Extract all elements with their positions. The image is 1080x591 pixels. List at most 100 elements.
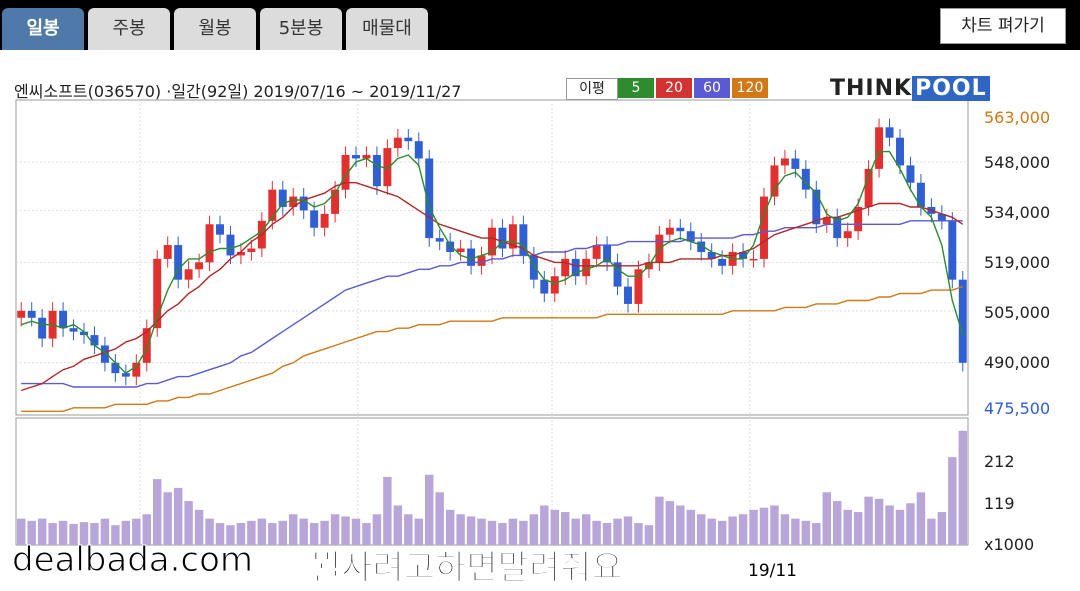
volume-bar — [330, 514, 340, 545]
volume-bar — [864, 496, 873, 545]
candle-body — [80, 331, 88, 336]
volume-bar — [958, 430, 967, 545]
volume-bar — [833, 501, 842, 545]
x-label-0: 19/11 — [748, 561, 797, 581]
candle-body — [205, 224, 214, 263]
volume-bar — [268, 523, 277, 545]
tab-5min[interactable]: 5분봉 — [260, 8, 342, 50]
volume-bar — [466, 516, 476, 545]
tab-monthly[interactable]: 월봉 — [174, 8, 256, 50]
volume-bar — [602, 523, 612, 545]
candle-body — [121, 373, 130, 377]
candle-body — [801, 168, 810, 190]
volume-bar — [707, 518, 716, 545]
volume-bar — [822, 492, 831, 545]
candle-body — [38, 317, 47, 339]
volume-bar — [309, 523, 319, 545]
candle-body — [100, 345, 109, 363]
candle-body — [236, 251, 245, 256]
volume-bar — [456, 514, 465, 545]
candle-body — [896, 137, 904, 166]
volume-bar — [937, 512, 947, 545]
volume-bar — [791, 518, 800, 545]
candle-body — [226, 234, 235, 256]
volume-bar — [885, 505, 894, 545]
candle-body — [613, 262, 622, 287]
volume-bar — [843, 509, 852, 545]
volume-bar — [916, 492, 926, 545]
spread-chart-button[interactable]: 차트 펴가기 — [940, 8, 1066, 44]
volume-bar — [853, 512, 863, 545]
candle-body — [707, 251, 716, 259]
volume-bar — [58, 520, 68, 545]
volume-bar — [48, 523, 57, 545]
volume-bar — [351, 518, 361, 545]
volume-bar — [728, 516, 737, 545]
volume-bar — [121, 520, 131, 545]
candle-body — [90, 335, 99, 346]
price-tick-3: 519,000 — [984, 253, 1051, 272]
candle-body — [352, 155, 360, 159]
volume-bar — [445, 509, 455, 545]
volume-bar — [717, 520, 727, 545]
candle-body — [153, 258, 162, 329]
candle-body — [341, 155, 350, 190]
tab-volume-profile[interactable]: 매물대 — [346, 8, 428, 50]
volume-bar — [414, 518, 423, 545]
volume-bar — [226, 525, 235, 545]
candle-body — [780, 158, 789, 166]
volume-bar — [289, 514, 298, 545]
volume-bar — [749, 509, 758, 545]
volume-bar — [393, 505, 403, 545]
tab-daily[interactable]: 일봉 — [2, 8, 84, 50]
volume-bar — [927, 518, 936, 545]
candle-body — [665, 227, 674, 235]
volume-bar — [592, 520, 601, 545]
volume-bar — [236, 523, 246, 545]
candle-body — [822, 217, 831, 225]
volume-bar — [874, 498, 884, 545]
candle-body — [508, 224, 517, 249]
volume-bar — [184, 501, 193, 545]
volume-bar — [655, 496, 664, 545]
volume-bar — [132, 518, 141, 545]
candle-body — [174, 245, 183, 280]
candle-body — [948, 220, 957, 280]
watermark: dealbada.com — [11, 540, 254, 581]
candle-body — [864, 168, 873, 207]
candle-body — [571, 258, 580, 277]
thinkpool-logo: THINK POOL — [830, 76, 990, 101]
volume-bar — [801, 520, 811, 545]
volume-bar — [634, 523, 643, 545]
volume-bar — [906, 503, 915, 545]
candle-body — [686, 231, 695, 242]
candle-body — [718, 258, 727, 266]
candle-body — [529, 255, 538, 280]
caption: 뭘사려고하면말려줘요 — [310, 548, 624, 589]
candle-body — [592, 245, 601, 259]
candle-body — [184, 269, 193, 280]
volume-bar — [278, 520, 287, 545]
volume-bar — [320, 520, 329, 545]
candle-body — [885, 127, 894, 138]
candle-body — [916, 182, 925, 207]
candle-body — [425, 158, 434, 239]
ma-legend-60: 60 — [694, 78, 730, 98]
candle-body — [69, 328, 78, 332]
volume-bar — [770, 505, 779, 545]
candle-body — [446, 241, 455, 252]
ma60-line — [21, 220, 963, 388]
ma-legend-label: 이평 — [566, 78, 618, 100]
volume-bar — [895, 509, 905, 545]
tab-weekly[interactable]: 주봉 — [88, 8, 170, 50]
candle-body — [739, 251, 748, 259]
candle-body — [634, 269, 643, 304]
candle-body — [937, 213, 946, 221]
volume-bar — [812, 523, 821, 545]
ma5-line — [20, 150, 964, 375]
price-tick-2: 534,000 — [984, 203, 1051, 222]
candle-body — [833, 217, 842, 239]
candle-body — [561, 258, 570, 277]
candle-body — [770, 165, 779, 197]
candle-body — [299, 196, 308, 211]
